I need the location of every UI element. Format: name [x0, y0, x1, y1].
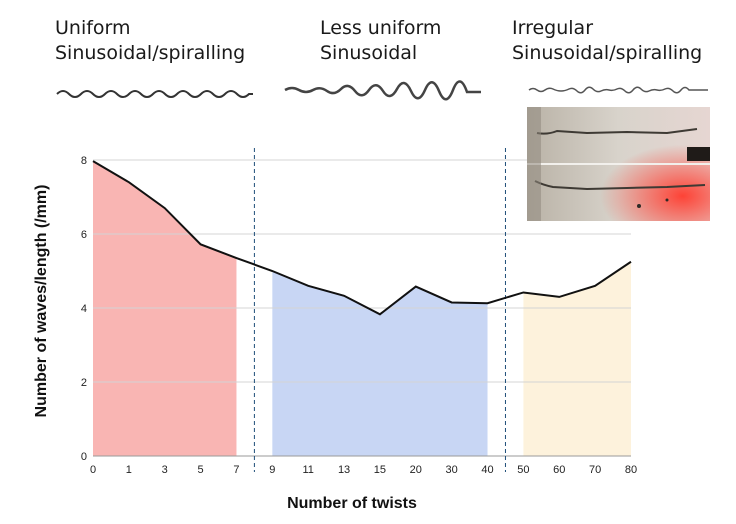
regime-region-1: [93, 161, 237, 457]
x-tick-label: 20: [410, 464, 422, 476]
x-tick-labels: 0 1 3 5 7 9 11 13 15 20 30 40 50 60 70 80: [90, 464, 637, 476]
regime-irregular-title: Irregular: [512, 17, 594, 39]
y-tick-labels: 0 2 4 6 8: [81, 155, 87, 463]
x-axis-title: Number of twists: [287, 495, 417, 512]
x-tick-label: 0: [90, 464, 96, 476]
regime-label-less-uniform: Less uniform Sinusoidal: [320, 16, 441, 66]
regime-less-uniform-pattern: Sinusoidal: [320, 42, 418, 64]
regime-dividers: [253, 148, 506, 472]
regime-uniform-title: Uniform: [55, 17, 131, 39]
x-tick-label: 7: [233, 464, 239, 476]
y-tick-label: 2: [81, 377, 87, 389]
x-tick-label: 1: [126, 464, 132, 476]
x-tick-label: 9: [269, 464, 275, 476]
y-tick-label: 8: [81, 155, 87, 167]
y-axis-title: Number of waves/length (/mm): [33, 185, 50, 418]
x-tick-label: 3: [162, 464, 168, 476]
x-tick-label: 15: [374, 464, 386, 476]
y-tick-label: 6: [81, 229, 87, 241]
series-line: [92, 160, 632, 316]
regime-region-3: [523, 261, 631, 456]
x-tick-label: 50: [517, 464, 529, 476]
x-tick-label: 30: [446, 464, 458, 476]
x-tick-label: 40: [481, 464, 493, 476]
fiber-micrograph-photo: [527, 107, 710, 221]
fiber-uniform-illustration: [56, 90, 253, 98]
regime-uniform-pattern: Sinusoidal/spiralling: [55, 42, 246, 64]
x-tick-label: 60: [553, 464, 565, 476]
x-tick-label: 70: [589, 464, 601, 476]
x-tick-label: 11: [302, 464, 313, 476]
fiber-less-uniform-illustration: [284, 80, 481, 101]
regime-label-uniform: Uniform Sinusoidal/spiralling: [55, 16, 245, 66]
regime-region-2: [272, 271, 488, 456]
y-tick-label: 0: [81, 451, 87, 463]
regime-label-irregular: Irregular Sinusoidal/spiralling: [512, 16, 702, 66]
x-tick-label: 80: [625, 464, 637, 476]
regime-irregular-pattern: Sinusoidal/spiralling: [512, 42, 703, 64]
regime-less-uniform-title: Less uniform: [320, 17, 442, 39]
x-tick-label: 5: [198, 464, 204, 476]
x-tick-label: 13: [338, 464, 350, 476]
y-tick-label: 4: [81, 303, 87, 315]
fiber-irregular-illustration: [528, 86, 708, 94]
